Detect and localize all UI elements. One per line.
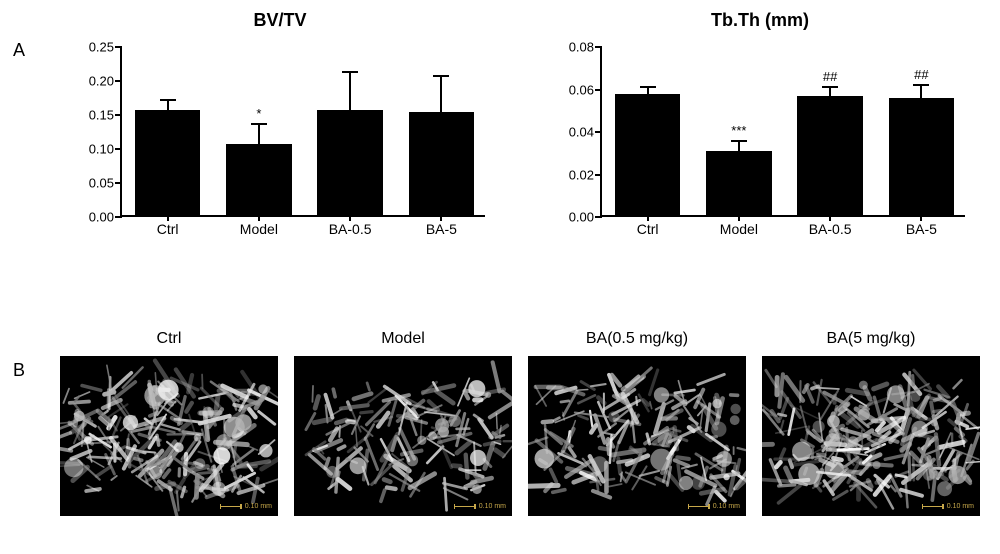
sig-label: * [256, 106, 261, 121]
err-cap [342, 71, 358, 73]
y-tick-label: 0.20 [72, 74, 114, 89]
bar [226, 144, 292, 217]
microct-cell: Model 0.10 mm [294, 330, 512, 516]
err-cap [433, 75, 449, 77]
y-tick-label: 0.10 [72, 142, 114, 157]
chart-title-tbth: Tb.Th (mm) [540, 10, 980, 31]
err-line [738, 141, 740, 152]
y-tick-label: 0.02 [552, 167, 594, 182]
bar [706, 151, 772, 217]
bar [615, 94, 681, 217]
y-tick-mark [115, 148, 122, 150]
sig-label: *** [731, 123, 746, 138]
err-line [440, 76, 442, 112]
bar [889, 98, 955, 217]
y-tick-mark [595, 174, 602, 176]
microct-title: BA(5 mg/kg) [762, 330, 980, 348]
x-label: Model [720, 221, 758, 237]
y-tick-label: 0.25 [72, 40, 114, 55]
scale-bar-line [220, 506, 242, 508]
chart-title-bvtv: BV/TV [60, 10, 500, 31]
microct-title: Ctrl [60, 330, 278, 348]
microct-cell: Ctrl 0.10 mm [60, 330, 278, 516]
y-tick-mark [115, 216, 122, 218]
panel-b: Ctrl 0.10 mm Model 0.10 mm BA(0.5 mg/kg) 0.10… [60, 330, 980, 516]
err-line [920, 85, 922, 98]
y-tick-mark [595, 89, 602, 91]
bar [135, 110, 201, 217]
err-line [349, 72, 351, 109]
y-tick-mark [115, 46, 122, 48]
microct-title: Model [294, 330, 512, 348]
scale-bar-label: 0.10 mm [947, 503, 974, 510]
scale-bar-line [454, 506, 476, 508]
err-cap [913, 84, 929, 86]
err-cap [640, 86, 656, 88]
x-label: Model [240, 221, 278, 237]
y-tick-label: 0.04 [552, 125, 594, 140]
x-label: BA-0.5 [329, 221, 372, 237]
bar [317, 110, 383, 217]
y-tick-mark [115, 114, 122, 116]
scale-bar-label: 0.10 mm [713, 503, 740, 510]
chart-tbth: Tb.Th (mm) 0.00 0.02 0.04 0.06 0.08 Ctrl Model *… [540, 10, 980, 247]
panel-a: BV/TV 0.00 0.05 0.10 0.15 0.20 0.25 Ctrl Model * B… [60, 10, 980, 290]
x-label: BA-5 [426, 221, 457, 237]
scale-bar-label: 0.10 mm [479, 503, 506, 510]
chart-bvtv: BV/TV 0.00 0.05 0.10 0.15 0.20 0.25 Ctrl Model * B… [60, 10, 500, 247]
microct-cell: BA(5 mg/kg) 0.10 mm [762, 330, 980, 516]
y-tick-mark [115, 80, 122, 82]
err-cap [160, 99, 176, 101]
y-tick-label: 0.00 [72, 210, 114, 225]
err-cap [822, 86, 838, 88]
y-tick-mark [115, 182, 122, 184]
scale-bar: 0.10 mm [688, 503, 740, 510]
y-tick-label: 0.15 [72, 108, 114, 123]
scale-bar: 0.10 mm [220, 503, 272, 510]
microct-image: 0.10 mm [60, 356, 278, 516]
err-cap [251, 123, 267, 125]
y-tick-label: 0.00 [552, 210, 594, 225]
sig-label: ## [914, 67, 928, 82]
bar [409, 112, 475, 217]
err-cap [731, 140, 747, 142]
microct-image: 0.10 mm [528, 356, 746, 516]
err-line [167, 100, 169, 110]
err-line [258, 124, 260, 144]
microct-image: 0.10 mm [762, 356, 980, 516]
bar [797, 96, 863, 217]
y-tick-label: 0.06 [552, 82, 594, 97]
microct-cell: BA(0.5 mg/kg) 0.10 mm [528, 330, 746, 516]
scale-bar-line [922, 506, 944, 508]
scale-bar-line [688, 506, 710, 508]
x-label: BA-0.5 [809, 221, 852, 237]
y-tick-label: 0.08 [552, 40, 594, 55]
scale-bar: 0.10 mm [454, 503, 506, 510]
microct-image: 0.10 mm [294, 356, 512, 516]
x-label: Ctrl [637, 221, 659, 237]
panel-a-label: A [13, 40, 25, 61]
y-tick-mark [595, 216, 602, 218]
microct-title: BA(0.5 mg/kg) [528, 330, 746, 348]
x-label: BA-5 [906, 221, 937, 237]
panel-b-label: B [13, 360, 25, 381]
y-tick-label: 0.05 [72, 176, 114, 191]
panel-a-charts-row: BV/TV 0.00 0.05 0.10 0.15 0.20 0.25 Ctrl Model * B… [60, 10, 980, 247]
scale-bar: 0.10 mm [922, 503, 974, 510]
err-line [829, 87, 831, 96]
x-label: Ctrl [157, 221, 179, 237]
scale-bar-label: 0.10 mm [245, 503, 272, 510]
panel-b-row: Ctrl 0.10 mm Model 0.10 mm BA(0.5 mg/kg) 0.10… [60, 330, 980, 516]
y-tick-mark [595, 131, 602, 133]
y-tick-mark [595, 46, 602, 48]
sig-label: ## [823, 69, 837, 84]
